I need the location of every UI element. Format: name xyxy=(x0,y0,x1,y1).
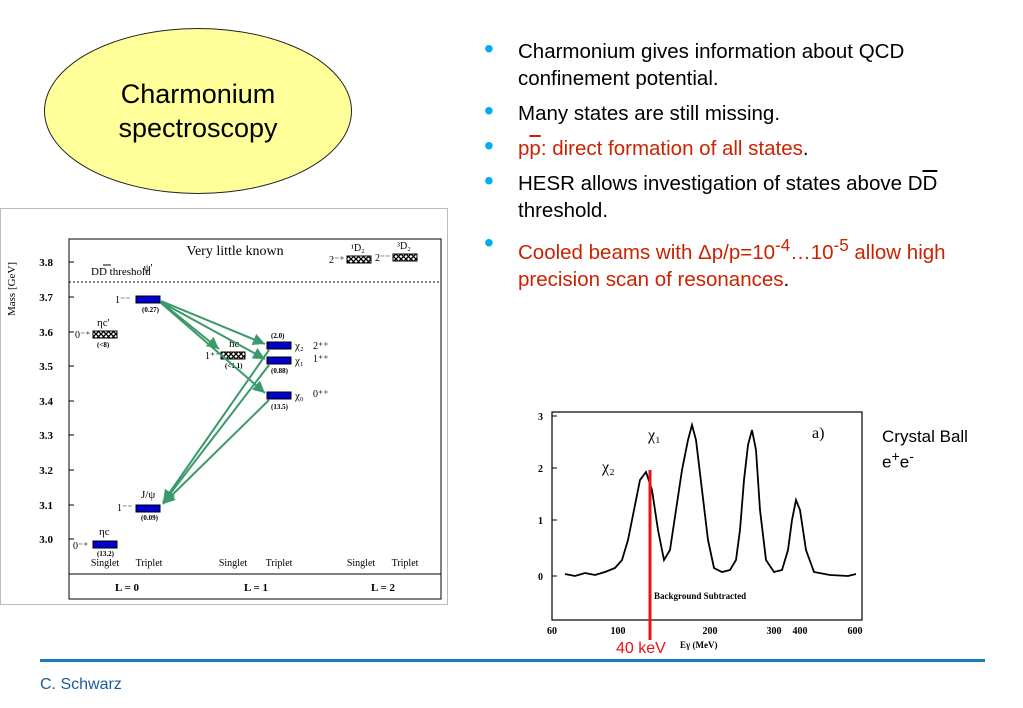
svg-text:Triplet: Triplet xyxy=(136,558,163,569)
column-labels: Singlet Triplet Singlet Triplet Singlet … xyxy=(91,558,419,569)
y-tick: 3.6 xyxy=(39,327,53,339)
svg-text:3: 3 xyxy=(538,412,543,423)
svg-text:600: 600 xyxy=(848,626,863,637)
svg-text:100: 100 xyxy=(611,626,626,637)
diagram-header: Very little known xyxy=(186,244,283,259)
svg-text:2⁻⁺: 2⁻⁺ xyxy=(329,255,345,266)
plot-frame xyxy=(68,238,442,600)
bullet-2: Many states are still missing. xyxy=(484,97,1019,127)
spectrum-y-ticks: 3 2 1 0 xyxy=(538,412,557,583)
spectrum-inner-label: Background Subtracted xyxy=(654,591,746,601)
spectrum-frame xyxy=(551,411,863,621)
svg-text:ηc': ηc' xyxy=(97,317,110,329)
y-tick: 3.7 xyxy=(39,292,53,304)
level-diagram-svg: Mass [GeV] 3.8 3.7 3.6 3.5 3.4 3.3 3.2 3… xyxy=(6,238,442,600)
svg-text:(13.5): (13.5) xyxy=(271,403,289,411)
svg-text:(0.27): (0.27) xyxy=(142,306,160,314)
svg-text:³D₂: ³D₂ xyxy=(397,241,411,252)
svg-text:χ₀: χ₀ xyxy=(294,390,304,402)
title-oval: Charmonium spectroscopy xyxy=(44,28,352,194)
svg-text:hc: hc xyxy=(229,338,240,350)
svg-text:¹D₂: ¹D₂ xyxy=(351,243,365,254)
y-tick: 3.0 xyxy=(39,534,53,546)
level-1d2 xyxy=(346,255,372,264)
svg-text:χ₁: χ₁ xyxy=(294,355,304,367)
y-tick: 3.3 xyxy=(39,430,53,442)
svg-text:300: 300 xyxy=(767,626,782,637)
chi2-label: χ₂ xyxy=(601,459,615,476)
footer-author: C. Schwarz xyxy=(40,676,122,693)
spectrum-x-ticks: 60 100 200 300 400 600 xyxy=(547,626,863,637)
svg-text:L = 1: L = 1 xyxy=(244,582,268,594)
svg-text:Singlet: Singlet xyxy=(91,558,120,569)
level-diagram: Mass [GeV] 3.8 3.7 3.6 3.5 3.4 3.3 3.2 3… xyxy=(0,208,448,605)
svg-text:2⁺⁺: 2⁺⁺ xyxy=(313,341,329,352)
threshold-label: DD threshold xyxy=(91,266,151,278)
svg-text:60: 60 xyxy=(547,626,557,637)
slide-title: Charmonium spectroscopy xyxy=(118,79,278,143)
level-psi-prime xyxy=(135,295,161,304)
svg-text:1⁻⁻: 1⁻⁻ xyxy=(115,295,131,306)
footer-divider xyxy=(40,659,985,662)
bullet-1: Charmonium gives information about QCD c… xyxy=(484,35,1019,92)
resolution-label: 40 keV xyxy=(616,640,666,657)
svg-text:(0.88): (0.88) xyxy=(271,367,289,375)
spectrum-caption: Crystal Ball e+e- xyxy=(882,427,968,472)
svg-text:(<8): (<8) xyxy=(97,341,110,349)
svg-text:L = 2: L = 2 xyxy=(371,582,395,594)
y-axis-label: Mass [GeV] xyxy=(6,262,18,316)
y-tick: 3.1 xyxy=(39,500,53,512)
svg-text:0⁻⁺: 0⁻⁺ xyxy=(73,541,89,552)
svg-text:χ₂: χ₂ xyxy=(294,340,304,352)
svg-text:Singlet: Singlet xyxy=(347,558,376,569)
spectrum-plot: 3 2 1 0 60 100 200 300 400 600 Eγ (MeV) … xyxy=(538,411,863,650)
svg-text:1: 1 xyxy=(538,516,543,527)
svg-text:ψ': ψ' xyxy=(144,262,153,274)
svg-text:1⁻⁻: 1⁻⁻ xyxy=(117,503,133,514)
svg-text:1⁺⁻: 1⁺⁻ xyxy=(205,351,221,362)
panel-label: a) xyxy=(812,425,824,442)
level-chi2 xyxy=(266,341,292,350)
svg-text:ηc: ηc xyxy=(99,526,110,538)
levels: ψ' 1⁻⁻ (0.27) ηc' 0⁻⁺ (<8) hc 1⁺⁻ (<1.1)… xyxy=(73,241,418,558)
svg-text:0: 0 xyxy=(538,572,543,583)
svg-text:(0.09): (0.09) xyxy=(141,514,159,522)
svg-text:L = 0: L = 0 xyxy=(115,582,139,594)
y-tick: 3.5 xyxy=(39,361,53,373)
transition-arrows xyxy=(160,300,270,505)
svg-text:1⁺⁺: 1⁺⁺ xyxy=(313,354,329,365)
bullet-5: Cooled beams with Δp/p=10-4…10-5 allow h… xyxy=(484,229,1019,293)
bullet-3: pp: direct formation of all states. xyxy=(484,132,1019,162)
level-3d2 xyxy=(392,253,418,262)
y-tick: 3.4 xyxy=(39,396,53,408)
y-tick: 3.8 xyxy=(39,257,53,269)
svg-text:Triplet: Triplet xyxy=(392,558,419,569)
svg-text:0⁻⁺: 0⁻⁺ xyxy=(75,330,91,341)
level-eta-c xyxy=(92,540,118,549)
bullet-4: HESR allows investigation of states abov… xyxy=(484,167,1019,224)
bullet-list: Charmonium gives information about QCD c… xyxy=(484,35,1019,301)
svg-text:2: 2 xyxy=(538,464,543,475)
svg-text:Singlet: Singlet xyxy=(219,558,248,569)
svg-text:0⁺⁺: 0⁺⁺ xyxy=(313,389,329,400)
svg-text:Triplet: Triplet xyxy=(266,558,293,569)
spectrum-curve xyxy=(564,421,857,577)
svg-text:(2.0): (2.0) xyxy=(271,332,285,340)
svg-text:(13.2): (13.2) xyxy=(97,550,115,558)
spectrum-x-label: Eγ (MeV) xyxy=(680,640,717,650)
svg-text:400: 400 xyxy=(793,626,808,637)
level-jpsi xyxy=(135,504,161,513)
svg-text:200: 200 xyxy=(703,626,718,637)
level-eta-c-prime xyxy=(92,330,118,339)
y-ticks: 3.8 3.7 3.6 3.5 3.4 3.3 3.2 3.1 3.0 xyxy=(39,257,74,546)
level-chi0 xyxy=(266,391,292,400)
chi1-label: χ₁ xyxy=(647,427,661,444)
y-tick: 3.2 xyxy=(39,465,53,477)
group-labels: L = 0 L = 1 L = 2 xyxy=(115,582,395,594)
svg-text:2⁻⁻: 2⁻⁻ xyxy=(375,253,391,264)
level-chi1 xyxy=(266,356,292,365)
svg-text:J/ψ: J/ψ xyxy=(141,489,155,501)
